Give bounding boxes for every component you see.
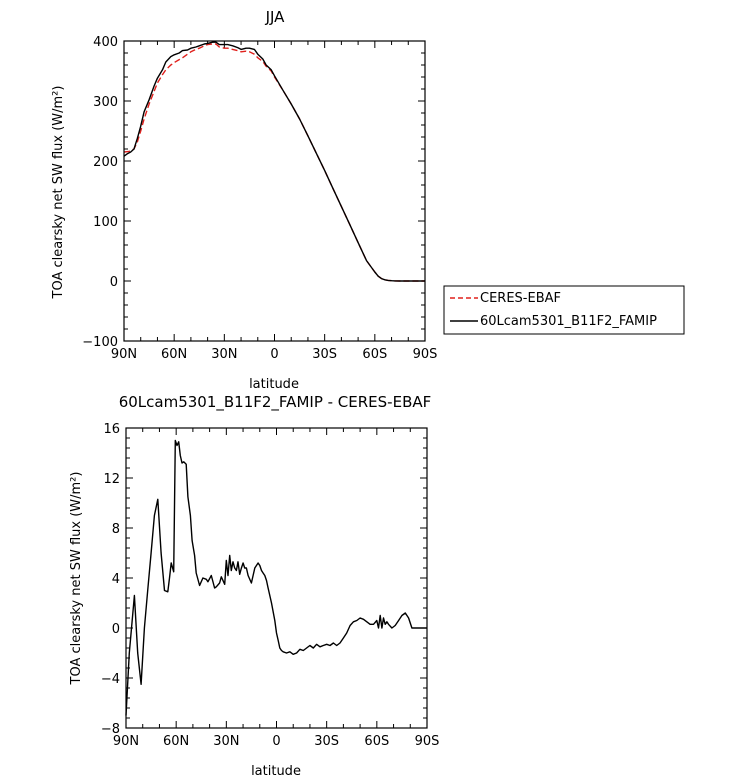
y-tick-label: 8 <box>112 522 120 537</box>
x-tick-label: 30N <box>213 734 239 749</box>
y-tick-label: 200 <box>93 155 118 170</box>
top-ylabel: TOA clearsky net SW flux (W/m²) <box>51 86 66 300</box>
top-series-lines <box>123 41 425 282</box>
bottom-y-tick-labels: −8 −4 0 4 8 12 16 <box>101 422 120 737</box>
x-tick-label: 90S <box>415 734 440 749</box>
top-x-tick-labels: 90N 60N 30N 0 30S 60S 90S <box>111 347 438 362</box>
bottom-ylabel: TOA clearsky net SW flux (W/m²) <box>69 472 84 686</box>
legend-label-model: 60Lcam5301_B11F2_FAMIP <box>480 314 657 329</box>
x-tick-label: 0 <box>270 347 278 362</box>
x-tick-label: 0 <box>272 734 280 749</box>
x-tick-label: 60N <box>163 734 189 749</box>
top-title: JJA <box>265 8 286 26</box>
x-tick-label: 60S <box>362 347 387 362</box>
bottom-x-tick-labels: 90N 60N 30N 0 30S 60S 90S <box>113 734 440 749</box>
bottom-panel: 60Lcam5301_B11F2_FAMIP - CERES-EBAF lati… <box>69 393 439 779</box>
x-tick-label: 30N <box>211 347 237 362</box>
x-tick-label: 30S <box>314 734 339 749</box>
x-tick-label: 60S <box>364 734 389 749</box>
x-tick-label: 90N <box>113 734 139 749</box>
y-tick-label: 300 <box>93 95 118 110</box>
y-tick-label: −4 <box>101 672 120 687</box>
series-line-diff-0 <box>125 439 427 716</box>
legend-box <box>443 285 685 335</box>
bottom-plot-frame <box>125 427 428 729</box>
y-tick-label: 4 <box>112 572 120 587</box>
top-y-tick-labels: −100 0 100 200 300 400 <box>82 35 118 350</box>
y-tick-label: 100 <box>93 215 118 230</box>
y-tick-label: 0 <box>110 275 118 290</box>
legend-label-ceres: CERES-EBAF <box>480 291 561 306</box>
y-tick-label: 16 <box>103 422 120 437</box>
y-tick-label: 400 <box>93 35 118 50</box>
x-tick-label: 30S <box>312 347 337 362</box>
x-tick-label: 90S <box>413 347 438 362</box>
series-line-60lcam5301-b11f2-famip <box>123 41 425 282</box>
bottom-series-lines <box>125 439 427 716</box>
top-xlabel: latitude <box>249 377 299 392</box>
top-plot-frame <box>123 40 426 342</box>
y-tick-label: 12 <box>103 472 120 487</box>
bottom-xlabel: latitude <box>251 764 301 779</box>
y-tick-label: 0 <box>112 622 120 637</box>
top-tick-marks <box>123 40 426 342</box>
bottom-tick-marks <box>125 427 428 729</box>
top-panel: JJA latitude TOA clearsky net SW flux (W… <box>51 8 437 392</box>
y-tick-label: −100 <box>82 335 118 350</box>
x-tick-label: 90N <box>111 347 137 362</box>
y-tick-label: −8 <box>101 722 120 737</box>
x-tick-label: 60N <box>161 347 187 362</box>
series-line-ceres-ebaf <box>123 43 425 282</box>
legend: CERES-EBAF 60Lcam5301_B11F2_FAMIP <box>443 285 685 335</box>
bottom-title: 60Lcam5301_B11F2_FAMIP - CERES-EBAF <box>119 393 432 412</box>
